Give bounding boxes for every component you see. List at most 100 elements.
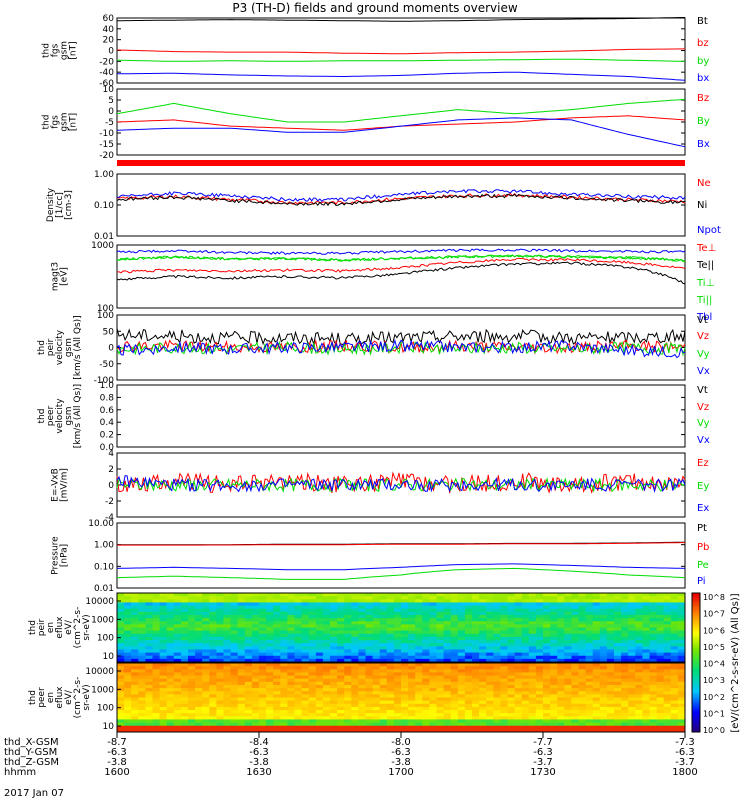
spectro-cell [635,627,643,632]
spectro-cell [216,716,224,720]
spectro-cell [450,716,459,720]
spectro-cell [450,636,459,641]
spectro-cell [585,722,594,727]
spectro-cell [280,694,288,698]
spectro-cell [202,666,210,670]
spectro-cell [124,652,132,657]
spectro-cell [677,697,686,702]
spectro-cell [358,716,366,720]
spectro-cell [557,694,565,698]
spectro-cell [457,605,466,610]
y-tick-label: 0 [108,481,114,491]
spectro-cell [457,666,466,670]
spectro-cell [287,666,295,670]
legend-peir_velocity-Vz: Vz [697,331,709,342]
spectro-cell [159,678,168,683]
spectro-cell [543,728,551,733]
y-axis-title: Density [46,187,56,222]
spectro-cell [251,640,260,644]
spectro-cell [209,655,217,660]
spectro-cell [564,621,572,625]
spectro-cell [429,608,437,613]
spectro-cell [230,678,239,683]
spectro-cell [436,652,444,657]
spectro-cell [401,596,409,600]
spectro-cell [379,669,388,673]
spectro-cell [592,652,601,657]
spectro-cell [564,596,572,600]
spectro-cell [677,681,686,686]
spectro-cell [159,713,168,717]
spectro-cell [337,700,345,705]
spectro-cell [599,719,608,723]
spectro-cell [209,599,217,603]
spectro-cell [535,633,544,638]
spectro-cell [436,669,444,673]
spectro-cell [543,633,551,638]
spectro-cell [472,602,480,606]
spectro-cell [301,646,310,650]
spectro-cell [401,728,409,733]
spectro-cell [280,611,288,616]
spectro-cell [677,713,686,717]
spectro-cell [237,663,246,667]
spectro-cell [259,646,267,650]
spectro-cell [209,697,217,702]
spectro-cell [195,722,203,727]
spectro-cell [635,666,643,670]
spectro-cell [557,602,565,606]
spectro-cell [670,627,679,632]
spectro-cell [259,694,267,698]
spectro-cell [251,713,260,717]
spectro-cell [209,649,217,653]
spectro-cell [422,643,430,647]
x-tick-label: -3.8 [249,757,269,768]
spectro-cell [351,663,359,667]
spectro-cell [294,725,302,730]
spectro-cell [677,722,686,727]
spectro-cell [145,697,153,702]
spectro-cell [507,652,515,657]
spectro-cell [216,652,224,657]
spectro-cell [656,722,665,727]
spectro-cell [663,719,672,723]
spectro-cell [450,728,459,733]
spectro-cell [223,703,231,708]
spectro-cell [528,672,537,676]
spectro-cell [273,700,281,705]
spectro-cell [436,666,444,670]
spectro-cell [180,728,189,733]
spectro-cell [507,713,515,717]
spectro-cell [337,643,345,647]
spectro-cell [571,636,579,641]
spectro-cell [457,658,466,663]
spectro-cell [138,618,146,622]
spectro-cell [337,630,345,635]
spectro-cell [443,658,452,663]
spectro-cell [266,716,274,720]
spectro-cell [656,666,665,670]
spectro-cell [173,675,182,680]
spectro-cell [464,728,473,733]
spectro-cell [436,602,444,606]
spectro-cell [401,611,409,616]
spectro-cell [124,621,132,625]
spectro-cell [195,593,203,597]
spectro-cell [223,716,231,720]
spectro-cell [543,688,551,692]
spectro-cell [131,703,139,708]
legend-temperature-Te⊥: Te⊥ [696,243,716,254]
spectro-cell [138,675,146,680]
spectro-cell [195,675,203,680]
spectro-cell [180,700,189,705]
spectro-cell [521,703,530,708]
spectro-cell [124,713,132,717]
spectro-cell [450,694,459,698]
spectro-cell [330,681,338,686]
spectro-cell [450,621,459,625]
spectro-cell [280,599,288,603]
spectro-cell [507,672,515,676]
spectro-cell [188,663,196,667]
spectro-cell [330,649,338,653]
spectro-cell [280,614,288,619]
